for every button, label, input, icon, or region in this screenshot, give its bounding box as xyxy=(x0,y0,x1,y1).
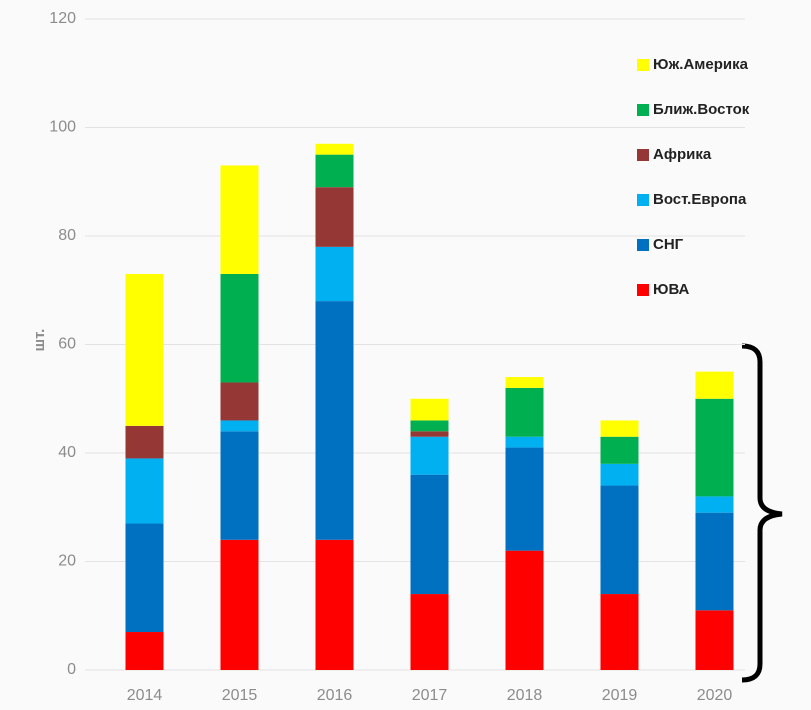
legend-swatch xyxy=(637,149,649,161)
bar-segment xyxy=(220,165,259,274)
bar-segment xyxy=(410,420,449,432)
x-tick-label: 2016 xyxy=(317,687,353,704)
y-tick-label: 120 xyxy=(49,10,76,27)
y-tick-label: 0 xyxy=(67,661,76,678)
legend-label: СНГ xyxy=(653,236,684,253)
legend-swatch xyxy=(637,194,649,206)
y-tick-label: 100 xyxy=(49,119,76,136)
bar-segment xyxy=(600,463,639,486)
bar-segment xyxy=(220,431,259,540)
bar-segment xyxy=(505,387,544,437)
bar-segment xyxy=(410,474,449,595)
bar-segment xyxy=(220,273,259,383)
legend-swatch xyxy=(637,239,649,251)
bar-segment xyxy=(315,187,354,247)
bar-segment xyxy=(315,246,354,302)
bar-segment xyxy=(600,485,639,595)
bar-segment xyxy=(125,632,164,670)
y-tick-label: 20 xyxy=(58,553,76,570)
bar-segment xyxy=(695,496,734,513)
legend-swatch xyxy=(637,284,649,296)
legend-label: Африка xyxy=(653,146,712,163)
bar-segment xyxy=(600,594,639,670)
bar-segment xyxy=(125,523,164,633)
bar-segment xyxy=(695,371,734,399)
x-tick-label: 2017 xyxy=(412,687,448,704)
bar-segment xyxy=(505,377,544,388)
bar-segment xyxy=(220,420,259,432)
x-tick-label: 2020 xyxy=(697,687,733,704)
bar-segment xyxy=(695,512,734,611)
y-axis-label: шт. xyxy=(31,329,48,352)
bar-segment xyxy=(695,610,734,670)
bar-segment xyxy=(410,436,449,475)
bar-segment xyxy=(315,301,354,540)
x-tick-label: 2018 xyxy=(507,687,543,704)
y-tick-label: 40 xyxy=(58,444,76,461)
bar-segment xyxy=(220,539,259,670)
bar-segment xyxy=(410,594,449,670)
bar-segment xyxy=(410,431,449,437)
bar-segment xyxy=(125,425,164,459)
bar-segment xyxy=(600,436,639,464)
bar-segment xyxy=(410,398,449,421)
legend-label: ЮВА xyxy=(653,281,690,298)
bar-segment xyxy=(505,447,544,551)
y-tick-label: 60 xyxy=(58,336,76,353)
bracket xyxy=(741,343,783,683)
bar-segment xyxy=(315,154,354,188)
x-tick-label: 2019 xyxy=(602,687,638,704)
legend-label: Ближ.Восток xyxy=(653,101,750,118)
bar-segment xyxy=(125,273,164,426)
bar-segment xyxy=(505,436,544,448)
bar-segment xyxy=(600,420,639,437)
legend-label: Юж.Америка xyxy=(653,56,749,73)
bar-segment xyxy=(125,458,164,524)
bar-segment xyxy=(505,550,544,670)
bar-segment xyxy=(695,398,734,497)
bar-segment xyxy=(315,539,354,670)
x-tick-label: 2014 xyxy=(127,687,163,704)
x-tick-label: 2015 xyxy=(222,687,258,704)
bar-segment xyxy=(220,382,259,421)
y-tick-label: 80 xyxy=(58,227,76,244)
legend-swatch xyxy=(637,104,649,116)
bar-segment xyxy=(315,143,354,155)
legend-label: Вост.Европа xyxy=(653,191,747,208)
legend-swatch xyxy=(637,59,649,71)
